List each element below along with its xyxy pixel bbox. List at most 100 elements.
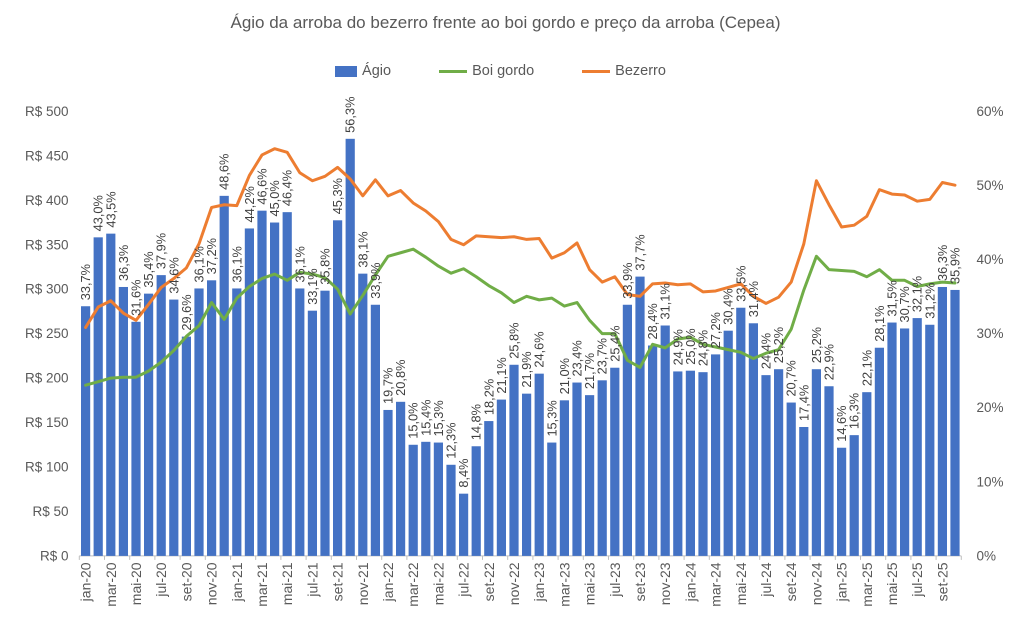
- agio-bar-label: 46,6%: [255, 168, 270, 204]
- agio-bar-label: 45,0%: [267, 180, 282, 216]
- agio-bar-label: 43,5%: [103, 191, 118, 227]
- agio-bar: [648, 345, 658, 556]
- agio-bar-label: 20,7%: [784, 360, 799, 396]
- agio-bar: [534, 373, 544, 556]
- right-axis-tick-label: 40%: [977, 252, 1004, 267]
- agio-bar-label: 33,7%: [78, 264, 93, 300]
- agio-bar-label: 31,6%: [129, 279, 144, 315]
- left-axis-tick-label: R$ 100: [25, 460, 69, 475]
- agio-bar-label: 33,1%: [305, 268, 320, 304]
- agio-bar-label: 18,2%: [481, 379, 496, 415]
- agio-bar-label: 21,1%: [494, 357, 509, 393]
- x-axis-month-label: jul-25: [909, 562, 925, 597]
- x-axis-month-label: set-22: [481, 562, 497, 601]
- x-axis-month-label: nov-22: [506, 562, 522, 605]
- right-axis-tick-label: 0%: [977, 548, 997, 563]
- agio-bar: [862, 392, 872, 556]
- agio-bar: [837, 447, 847, 556]
- agio-bar-label: 43,0%: [91, 195, 106, 231]
- x-axis-month-label: jan-22: [380, 562, 396, 602]
- bezerro-line: [84, 147, 957, 329]
- legend-item-agio: Ágio: [335, 63, 391, 79]
- agio-bar: [786, 402, 796, 556]
- agio-bar: [333, 220, 343, 556]
- left-axis-tick-label: R$ 250: [25, 326, 69, 341]
- agio-bar: [811, 369, 821, 556]
- agio-bar-label: 25,8%: [507, 322, 522, 358]
- x-axis-month-label: mai-20: [128, 562, 144, 605]
- agio-bar: [887, 322, 897, 556]
- agio-bar-label: 25,4%: [607, 325, 622, 361]
- agio-bar-label: 28,4%: [645, 303, 660, 339]
- agio-bar-label: 8,4%: [456, 458, 471, 487]
- agio-bar: [912, 318, 922, 556]
- agio-bar-label: 17,4%: [796, 385, 811, 421]
- agio-bar-label: 28,1%: [872, 305, 887, 341]
- agio-bar-label: 36,3%: [116, 245, 131, 281]
- x-axis-month-label: nov-24: [808, 562, 824, 605]
- x-axis-month-label: mar-21: [254, 562, 270, 607]
- agio-bar-label: 33,9%: [368, 262, 383, 298]
- left-axis-tick-label: R$ 0: [40, 548, 69, 563]
- x-axis-month-label: jan-25: [834, 562, 850, 602]
- agio-bar: [874, 347, 884, 556]
- agio-bar-label: 32,1%: [910, 276, 925, 312]
- agio-bar: [459, 493, 469, 556]
- left-axis-tick-label: R$ 50: [32, 504, 68, 519]
- x-axis-month-label: mai-24: [733, 562, 749, 605]
- agio-bar-label: 29,6%: [179, 294, 194, 330]
- agio-bar-label: 36,1%: [229, 246, 244, 282]
- x-axis-month-label: mar-23: [556, 562, 572, 607]
- agio-bar-label: 21,0%: [557, 358, 572, 394]
- agio-bar-label: 12,3%: [444, 422, 459, 458]
- agio-bar: [635, 276, 645, 556]
- x-axis-month-label: jan-24: [682, 562, 698, 602]
- agio-bar-label: 36,3%: [935, 245, 950, 281]
- agio-bar-label: 14,8%: [469, 404, 484, 440]
- legend: Ágio Boi gordo Bezerro: [0, 63, 1006, 79]
- agio-bar-label: 16,3%: [847, 393, 862, 429]
- x-axis-month-label: nov-21: [355, 562, 371, 605]
- agio-bar: [345, 138, 355, 556]
- agio-bar: [169, 299, 179, 556]
- agio-bar: [396, 401, 406, 556]
- x-axis-month-label: set-21: [330, 562, 346, 601]
- agio-bar-label: 36,1%: [292, 246, 307, 282]
- agio-bar-label: 15,3%: [544, 400, 559, 436]
- agio-bar-label: 34,6%: [166, 257, 181, 293]
- agio-bar-label: 22,9%: [822, 344, 837, 380]
- agio-bar: [144, 293, 154, 556]
- agio-bar: [698, 372, 708, 556]
- x-axis-month-label: jul-22: [456, 562, 472, 597]
- agio-bar-label: 21,9%: [519, 351, 534, 387]
- x-axis-month-label: jul-21: [304, 562, 320, 597]
- agio-bar-label: 37,9%: [154, 233, 169, 269]
- agio-bar-label: 24,8%: [696, 330, 711, 366]
- agio-bar-label: 25,2%: [809, 327, 824, 363]
- agio-bar: [232, 288, 242, 556]
- x-axis-month-label: set-23: [632, 562, 648, 601]
- agio-bar-label: 15,4%: [418, 400, 433, 436]
- agio-bar-label: 15,0%: [406, 402, 421, 438]
- agio-bar-label: 33,5%: [733, 265, 748, 301]
- agio-bar-label: 25,2%: [771, 327, 786, 363]
- agio-bar: [106, 233, 116, 556]
- agio-bar: [597, 380, 607, 556]
- agio-bar-label: 35,8%: [318, 248, 333, 284]
- agio-bar-label: 23,7%: [595, 338, 610, 374]
- legend-label-agio: Ágio: [362, 63, 392, 79]
- left-axis-tick-label: R$ 400: [25, 193, 69, 208]
- x-axis-month-label: jul-23: [607, 562, 623, 597]
- agio-bar-label: 25,0%: [683, 328, 698, 364]
- agio-bar: [156, 275, 166, 556]
- right-axis-tick-label: 10%: [977, 474, 1004, 489]
- agio-bar: [81, 306, 91, 556]
- agio-bar-label: 56,3%: [343, 97, 358, 133]
- agio-bar-label: 44,2%: [242, 186, 257, 222]
- agio-bar-label: 14,6%: [834, 405, 849, 441]
- agio-bar: [307, 310, 317, 556]
- left-axis-tick-label: R$ 500: [25, 104, 69, 119]
- agio-bar-label: 22,1%: [859, 350, 874, 386]
- agio-bar: [194, 288, 204, 556]
- agio-bar-label: 31,1%: [658, 283, 673, 319]
